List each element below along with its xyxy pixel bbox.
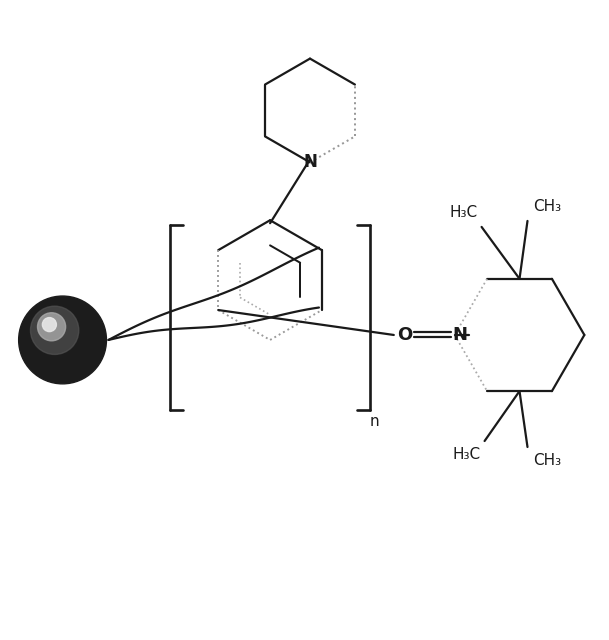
Text: H₃C: H₃C <box>449 205 477 220</box>
Text: n: n <box>370 414 379 429</box>
Text: H₃C: H₃C <box>452 447 481 463</box>
Text: N: N <box>303 154 317 172</box>
Circle shape <box>38 313 66 341</box>
Text: CH₃: CH₃ <box>533 454 561 468</box>
Circle shape <box>43 317 57 332</box>
Circle shape <box>19 296 107 384</box>
Circle shape <box>30 306 79 355</box>
Text: N: N <box>452 326 467 344</box>
Text: CH₃: CH₃ <box>533 200 561 214</box>
Text: O: O <box>397 326 412 344</box>
